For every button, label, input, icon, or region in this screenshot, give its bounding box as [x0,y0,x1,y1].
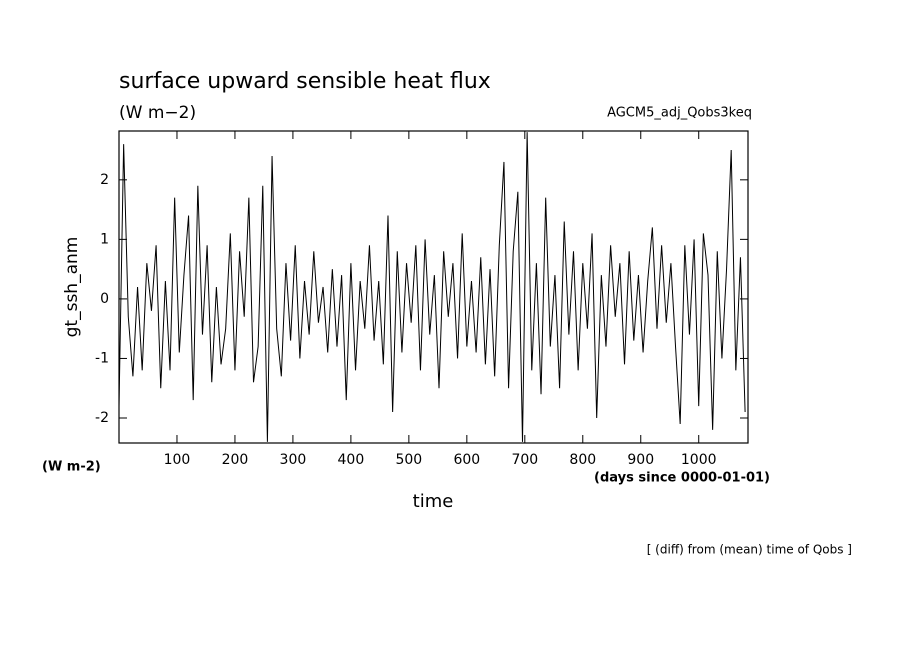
chart-title: surface upward sensible heat flux [119,69,491,94]
units-top: (W m−2) [119,103,196,123]
x-units: (days since 0000-01-01) [594,471,770,486]
y-tick-label: 1 [100,231,109,247]
y-tick-label: 2 [100,172,109,188]
plot-frame [118,130,749,444]
x-tick-label: 200 [222,452,249,468]
x-tick-label: 800 [569,452,596,468]
x-tick-label: 700 [511,452,538,468]
x-tick-label: 500 [395,452,422,468]
x-axis-label: time [413,491,454,512]
units-bottom: (W m-2) [42,460,101,475]
x-tick-label: 400 [338,452,365,468]
y-tick-label: -2 [95,410,109,426]
dataset-label: AGCM5_adj_Qobs3keq [607,106,752,121]
y-axis-label: gt_ssh_anm [62,237,82,338]
y-tick-label: 0 [100,291,109,307]
data-line [118,132,746,442]
y-tick-label: -1 [95,350,109,366]
note: [ (diff) from (mean) time of Qobs ] [647,543,852,557]
x-tick-label: 900 [627,452,654,468]
x-tick-label: 300 [280,452,307,468]
x-tick-label: 1000 [681,452,717,468]
x-tick-label: 100 [164,452,191,468]
x-tick-label: 600 [453,452,480,468]
